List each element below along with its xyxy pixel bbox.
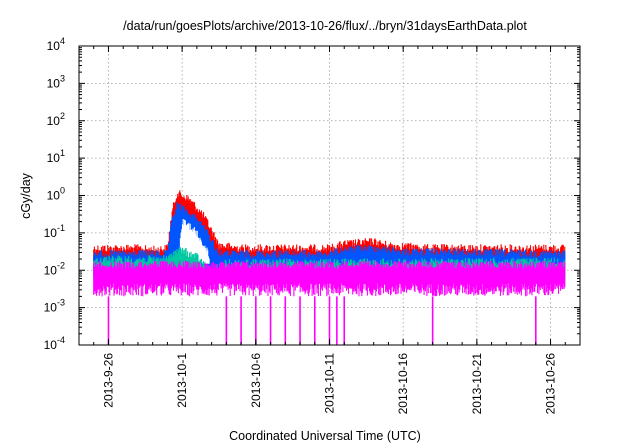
y-tick-label: 101	[47, 148, 65, 165]
x-tick-label: 2013-10-21	[470, 353, 484, 415]
x-axis-label: Coordinated Universal Time (UTC)	[229, 429, 421, 443]
y-tick-label: 10-1	[44, 223, 65, 240]
x-tick-label: 2013-10-16	[396, 353, 410, 415]
y-tick-label: 10-4	[44, 335, 65, 352]
x-axis: 2013-9-26 2013-10-1 2013-10-6 2013-10-11 201…	[78, 46, 581, 415]
chart-title: /data/run/goesPlots/archive/2013-10-26/f…	[123, 19, 527, 33]
y-tick-label: 10-2	[44, 260, 65, 277]
series-4	[93, 260, 566, 345]
series-4-trace	[93, 260, 566, 297]
y-axis-label: cGy/day	[19, 172, 33, 219]
y-tick-label: 104	[47, 36, 65, 53]
plot-area	[93, 190, 566, 345]
y-axis: 10-4 10-3 10-2 10-1 100 101 102 103 104	[44, 36, 580, 352]
x-tick-label: 2013-10-26	[544, 353, 558, 415]
x-tick-label: 2013-9-26	[101, 353, 115, 408]
x-tick-label: 2013-10-11	[323, 353, 337, 414]
y-tick-label: 103	[47, 73, 65, 90]
y-tick-label: 102	[47, 111, 65, 128]
y-tick-label: 100	[47, 186, 65, 203]
x-tick-label: 2013-10-6	[249, 353, 263, 408]
x-tick-label: 2013-10-1	[175, 353, 189, 408]
y-tick-label: 10-3	[44, 298, 65, 315]
